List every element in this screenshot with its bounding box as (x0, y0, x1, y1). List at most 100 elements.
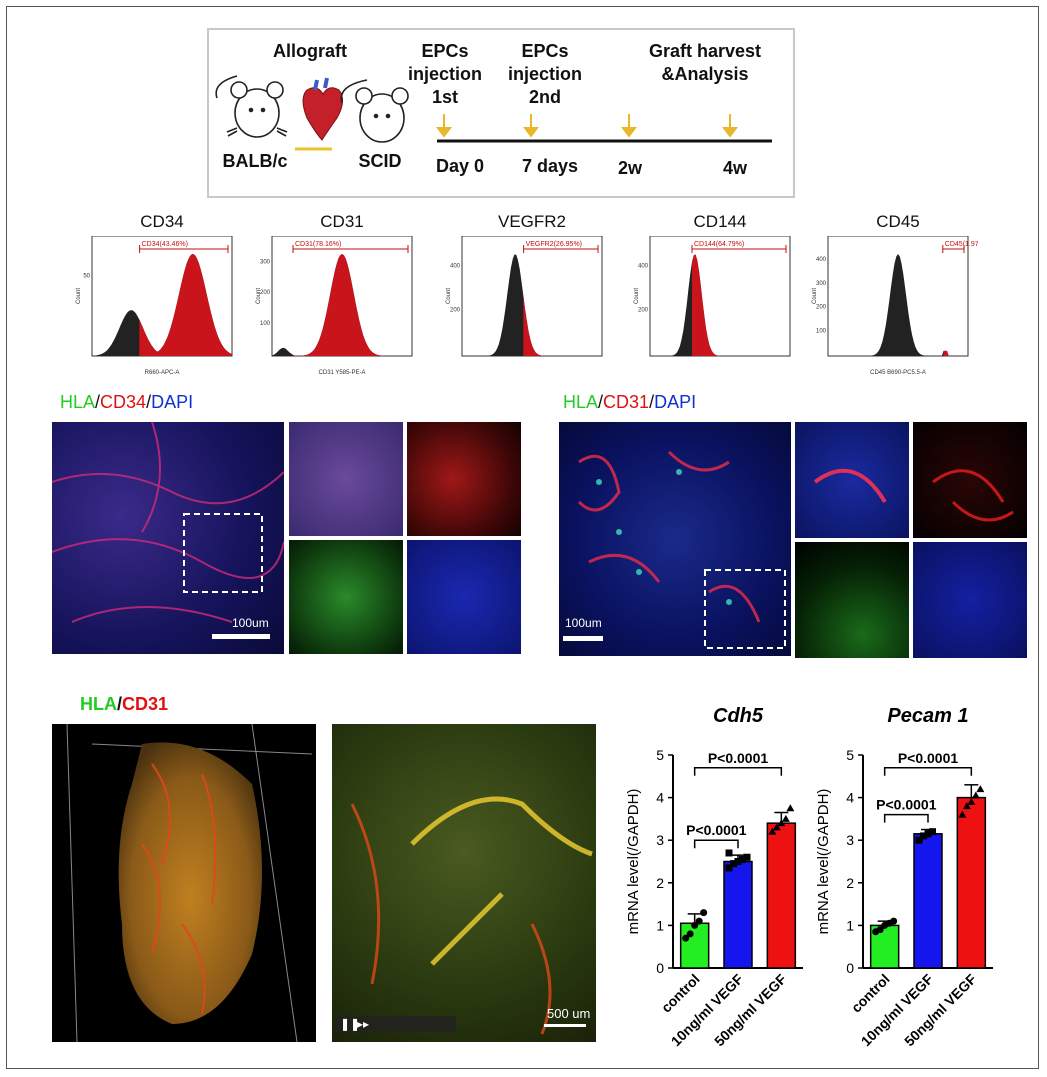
data-point (682, 934, 690, 942)
scale-bar (544, 1024, 586, 1027)
data-point (924, 830, 932, 838)
significance-bracket (883, 813, 929, 823)
cd31-zoom-merged (795, 422, 909, 538)
y-tick-label: 50 (83, 274, 90, 280)
heart-icon (302, 77, 343, 141)
day-7-label: 7 days (521, 156, 579, 176)
flow-histogram: VEGFR2(26.95%) Count 200 400 (446, 236, 603, 357)
threed-zoom-image: ❚❚ ▸▸ 500 um (332, 724, 596, 1042)
y-tick-label: 1 (656, 917, 664, 933)
data-point (695, 917, 703, 925)
donor-label: BALB/c (222, 151, 288, 171)
gate-label: VEGFR2(26.95%) (526, 241, 582, 248)
plot-frame (461, 236, 603, 357)
pause-icon[interactable]: ❚❚ (340, 1017, 361, 1031)
y-tick-label: 5 (656, 747, 664, 763)
y-tick-label: 300 (260, 259, 271, 265)
recipient-label: SCID (358, 151, 402, 171)
y-tick-label: 400 (638, 263, 649, 269)
histogram-fill (828, 254, 968, 356)
flow-histogram: CD144(64.79%) Count 200 400 (634, 236, 791, 357)
y-tick-label: 100 (260, 321, 271, 327)
data-point (915, 836, 923, 844)
fast-forward-icon[interactable]: ▸▸ (357, 1017, 370, 1031)
y-tick-label: 5 (846, 747, 854, 763)
cd31-zoom-green (795, 542, 909, 658)
flow-title: CD144 (693, 212, 747, 231)
data-point (691, 921, 699, 929)
video-controls[interactable] (336, 1016, 456, 1032)
axis-ylabel: Count (446, 288, 452, 304)
data-point (772, 823, 781, 831)
threed-heart-image (52, 724, 316, 1042)
bar (723, 860, 753, 969)
gated-fill (943, 350, 968, 356)
gate-label: CD31(78.16%) (295, 241, 341, 248)
gated-fill (139, 254, 232, 356)
gate-label: CD45(1.97%) (945, 241, 978, 248)
cd34-zoom-green (289, 540, 403, 654)
threed-stain-legend: HLA/CD31 (80, 694, 169, 714)
axis-xlabel: CD45 B690-PC5.5-A (870, 370, 926, 376)
y-tick-label: 3 (846, 832, 854, 848)
gated-fill (523, 295, 602, 356)
p-value-label: P<0.0001 (708, 750, 769, 766)
recipient-mouse-icon (340, 79, 409, 143)
y-tick-label: 200 (450, 308, 461, 314)
axis-ylabel: Count (812, 288, 818, 304)
week-2-label: 2w (617, 158, 642, 178)
data-point (971, 791, 980, 799)
data-point (730, 860, 737, 868)
chart-title: Pecam 1 (887, 705, 968, 727)
scale-bar (563, 636, 603, 641)
data-point (739, 855, 746, 863)
chart-title: Cdh5 (713, 705, 764, 727)
cd34-label: CD34 (100, 392, 147, 412)
flow-histogram: CD34(43.46%) Count 50 R660-APC-A (76, 236, 233, 376)
cd34-zoom-blue (407, 540, 521, 654)
y-tick-label: 0 (846, 960, 854, 976)
data-point (920, 832, 927, 840)
data-point (962, 802, 971, 810)
data-point (725, 864, 733, 872)
data-point (743, 853, 751, 861)
cd31-zoom-blue (913, 542, 1027, 658)
data-point (876, 926, 884, 934)
day-0-label: Day 0 (435, 156, 485, 176)
scale-label: 100um (232, 616, 269, 630)
hla-label: HLA (60, 392, 96, 412)
cd31-label: CD31 (603, 392, 650, 412)
y-tick-label: 4 (846, 790, 854, 806)
significance-bracket (883, 767, 973, 776)
flow-histogram: CD31(78.16%) Count 100 200 300 CD31 Y585-PE-A (256, 236, 413, 376)
bar (913, 833, 943, 969)
left-stain-legend: HLA/CD34/DAPI (60, 392, 194, 412)
y-tick-label: 1 (846, 917, 854, 933)
y-tick-label: 200 (260, 290, 271, 296)
scale-bar (212, 634, 270, 639)
y-tick-label: 300 (816, 281, 827, 287)
scale-label: 500 um (547, 1006, 591, 1021)
y-tick-label: 2 (656, 875, 664, 891)
bar (766, 822, 797, 969)
histogram-fill (650, 254, 790, 356)
event-1-label: EPCs injection 1st (407, 41, 482, 107)
axis-ylabel: Count (634, 288, 640, 304)
cd31-merged-image: 100um (559, 422, 791, 656)
significance-bracket (693, 839, 739, 849)
donor-mouse-icon (215, 75, 288, 138)
cd31-zoom-red (913, 422, 1027, 538)
dapi-label: DAPI (151, 392, 194, 412)
timeline-diagram (215, 75, 772, 151)
cd34-zoom-merged (289, 422, 403, 536)
axis-ylabel: Count (256, 288, 262, 304)
data-point (958, 810, 967, 818)
allograft-label: Allograft (273, 41, 347, 61)
right-stain-legend: HLA/CD31/DAPI (563, 392, 697, 412)
data-point (777, 819, 786, 827)
figure-frame (6, 6, 1039, 1069)
axis-xlabel: CD31 Y585-PE-A (319, 370, 366, 376)
y-tick-label: 100 (816, 328, 827, 334)
zoom-box (183, 513, 263, 593)
